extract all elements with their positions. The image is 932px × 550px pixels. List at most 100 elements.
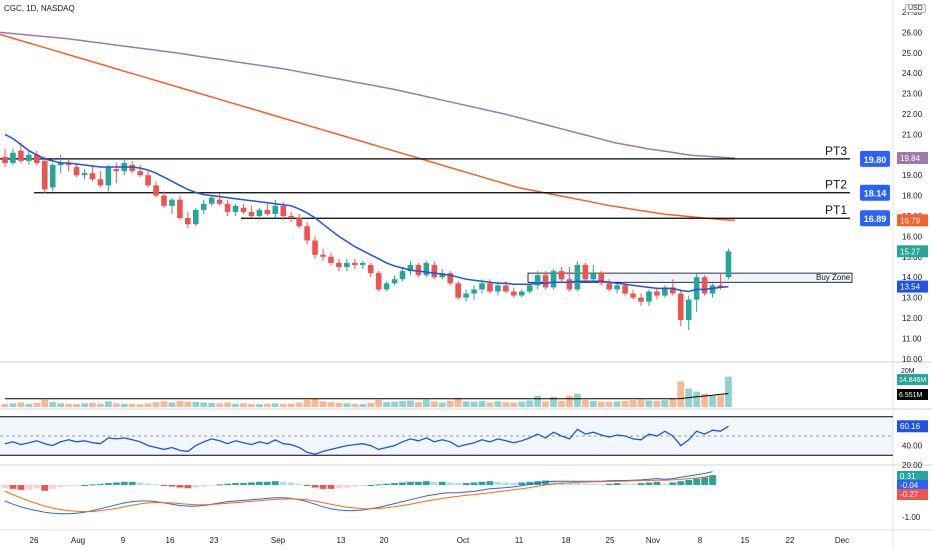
candle-body <box>232 205 239 212</box>
macd-histogram-bar <box>184 485 192 489</box>
volume-bar <box>367 402 375 407</box>
candle-body <box>415 264 422 276</box>
volume-bar <box>351 403 359 407</box>
candle-body <box>240 207 247 212</box>
volume-bar <box>359 403 367 407</box>
volume-bar <box>343 403 351 407</box>
macd-signal-line <box>4 475 713 513</box>
price-tick-label: 26.00 <box>902 28 923 37</box>
candle-body <box>534 275 541 286</box>
volume-bar <box>605 401 613 407</box>
volume-bar <box>224 402 231 407</box>
volume-bar <box>613 401 621 407</box>
candle-body <box>185 218 191 225</box>
macd-histogram-bar <box>613 483 621 485</box>
candle-body <box>725 251 732 278</box>
volume-bar <box>279 403 287 407</box>
macd-histogram-bar <box>224 483 231 485</box>
volume-bar <box>208 402 216 407</box>
macd-histogram-bar <box>232 483 239 485</box>
macd-histogram-bar <box>494 481 502 485</box>
candle-body <box>622 285 628 294</box>
macd-histogram-bar <box>303 485 311 486</box>
candle-body <box>280 205 287 216</box>
candle-body <box>685 299 692 321</box>
candle-body <box>2 156 8 163</box>
candle-body <box>129 165 135 172</box>
macd-histogram-bar <box>629 483 637 485</box>
macd-histogram-bar <box>216 484 224 486</box>
currency-label[interactable]: USD <box>905 4 926 13</box>
macd-histogram-bar <box>367 485 375 486</box>
macd-tag <box>897 480 928 491</box>
macd-histogram-bar <box>81 485 88 486</box>
candle-body <box>717 285 724 288</box>
volume-bar <box>120 403 128 407</box>
price-tick-label: 16.00 <box>902 232 923 241</box>
macd-histogram-bar <box>383 483 390 485</box>
macd-histogram-bar <box>566 482 573 485</box>
candle-body <box>399 271 406 280</box>
macd-histogram-bar <box>486 481 494 485</box>
target-level-tag <box>860 210 890 227</box>
candle-body <box>49 165 56 188</box>
macd-histogram-bar <box>621 483 629 485</box>
macd-histogram-bar <box>319 485 327 489</box>
volume-bar <box>33 402 41 407</box>
macd-histogram-bar <box>661 483 669 485</box>
macd-histogram-bar <box>446 482 454 485</box>
volume-bar <box>693 391 701 407</box>
macd-histogram-bar <box>97 484 104 486</box>
macd-histogram-bar <box>176 485 184 488</box>
time-tick-label: Oct <box>457 536 470 545</box>
macd-histogram-bar <box>351 485 359 487</box>
volume-bar <box>81 403 88 407</box>
volume-bar <box>581 399 589 407</box>
price-tick-label: 23.00 <box>902 90 923 99</box>
macd-histogram-bar <box>399 482 406 485</box>
volume-bar <box>566 395 573 407</box>
macd-histogram-bar <box>1 485 9 489</box>
volume-bar <box>677 381 685 407</box>
candle-body <box>34 154 40 163</box>
macd-histogram-bar <box>65 485 72 487</box>
macd-histogram-bar <box>518 482 526 485</box>
volume-bar <box>256 404 263 407</box>
candle-body <box>646 291 652 302</box>
macd-histogram-bar <box>271 481 279 485</box>
macd-histogram-bar <box>502 482 510 485</box>
volume-bar <box>311 398 319 407</box>
volume-bar <box>248 403 255 407</box>
last-price-tag-text: 15.27 <box>900 247 921 256</box>
macd-histogram-bar <box>470 482 478 485</box>
candle-body <box>487 283 493 292</box>
candle-body <box>518 291 525 296</box>
macd-histogram-bar <box>89 484 96 486</box>
candle-body <box>511 291 517 296</box>
macd-tag-text: -0.04 <box>900 481 919 490</box>
candle-body <box>558 271 565 280</box>
target-level-label: PT3 <box>825 144 847 158</box>
time-tick-label: Sep <box>271 536 286 545</box>
macd-histogram-bar <box>335 485 343 489</box>
candle-body <box>614 285 620 290</box>
macd-histogram-bar <box>49 485 57 489</box>
macd-histogram-bar <box>200 485 208 487</box>
macd-histogram-bar <box>295 483 303 485</box>
candle-body <box>375 273 382 290</box>
price-tick-label: 19.00 <box>902 171 923 180</box>
price-tick-label: 13.00 <box>902 294 923 303</box>
target-level-tag <box>860 184 890 201</box>
price-tick-label: 24.00 <box>902 69 923 78</box>
candle-body <box>57 162 64 165</box>
candle-body <box>169 199 175 206</box>
volume-bar <box>184 401 192 407</box>
candle-body <box>18 150 24 161</box>
ma-orange-price-tag-text: 16.79 <box>900 216 921 225</box>
macd-histogram-bar <box>263 481 271 485</box>
candle-body <box>296 218 302 227</box>
candle-body <box>89 173 96 180</box>
candle-body <box>113 169 120 172</box>
volume-bar <box>717 395 724 407</box>
